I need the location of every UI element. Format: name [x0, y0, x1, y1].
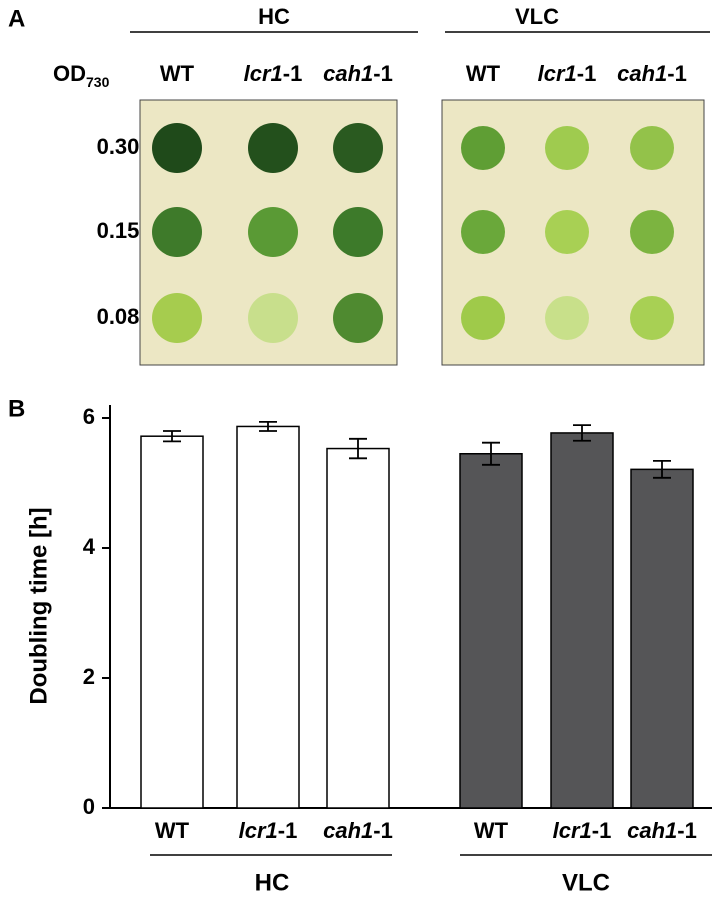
spot — [630, 296, 674, 340]
spot — [545, 210, 589, 254]
spot — [248, 207, 298, 257]
spot — [461, 296, 505, 340]
genotype-label: lcr1-1 — [538, 61, 597, 86]
label-part: cah1 — [627, 818, 677, 843]
label-part: WT — [155, 818, 190, 843]
label-part: WT — [466, 61, 501, 86]
spot — [333, 293, 383, 343]
spot — [333, 207, 383, 257]
y-tick-label: 0 — [83, 794, 95, 819]
spot — [461, 210, 505, 254]
label-part: cah1 — [617, 61, 667, 86]
spot — [630, 126, 674, 170]
label-part: cah1 — [323, 818, 373, 843]
y-tick-label: 4 — [83, 534, 96, 559]
spot — [630, 210, 674, 254]
label-part: -1 — [677, 818, 697, 843]
label-part: lcr1 — [553, 818, 592, 843]
condition-label: VLC — [515, 4, 559, 29]
spot — [152, 207, 202, 257]
x-tick-label: lcr1-1 — [239, 818, 298, 843]
label-part: lcr1 — [538, 61, 577, 86]
label-part: lcr1 — [239, 818, 278, 843]
bar — [237, 426, 299, 808]
od-sub: 730 — [86, 74, 110, 90]
label-part: WT — [474, 818, 509, 843]
label-part: -1 — [283, 61, 303, 86]
od-text: OD — [53, 61, 86, 86]
bar — [327, 449, 389, 808]
spot — [152, 123, 202, 173]
genotype-label: WT — [466, 61, 501, 86]
y-axis-title: Doubling time [h] — [25, 507, 52, 704]
spot — [248, 123, 298, 173]
label-part: -1 — [667, 61, 687, 86]
x-tick-label: cah1-1 — [323, 818, 393, 843]
spot — [461, 126, 505, 170]
od-value: 0.08 — [97, 304, 140, 329]
od-value: 0.30 — [97, 134, 140, 159]
group-label: HC — [255, 869, 290, 896]
label-part: -1 — [278, 818, 298, 843]
od-label: OD730 — [53, 61, 110, 90]
label-part: -1 — [577, 61, 597, 86]
bar — [631, 469, 693, 808]
genotype-label: cah1-1 — [617, 61, 687, 86]
panel-label: A — [8, 5, 25, 32]
y-tick-label: 2 — [83, 664, 95, 689]
panel-label: B — [8, 395, 25, 422]
genotype-label: cah1-1 — [323, 61, 393, 86]
bar — [141, 436, 203, 808]
group-label: VLC — [562, 869, 610, 896]
label-part: cah1 — [323, 61, 373, 86]
genotype-label: lcr1-1 — [244, 61, 303, 86]
bar — [551, 433, 613, 808]
x-tick-label: lcr1-1 — [553, 818, 612, 843]
bar — [460, 454, 522, 808]
spot — [545, 296, 589, 340]
spot — [248, 293, 298, 343]
x-tick-label: WT — [155, 818, 190, 843]
label-part: -1 — [592, 818, 612, 843]
label-part: -1 — [373, 61, 393, 86]
condition-label: HC — [258, 4, 290, 29]
label-part: lcr1 — [244, 61, 283, 86]
x-tick-label: cah1-1 — [627, 818, 697, 843]
label-part: WT — [160, 61, 195, 86]
label-part: -1 — [373, 818, 393, 843]
spot — [333, 123, 383, 173]
y-tick-label: 6 — [83, 404, 95, 429]
x-tick-label: WT — [474, 818, 509, 843]
od-value: 0.15 — [97, 218, 140, 243]
genotype-label: WT — [160, 61, 195, 86]
spot — [152, 293, 202, 343]
spot — [545, 126, 589, 170]
